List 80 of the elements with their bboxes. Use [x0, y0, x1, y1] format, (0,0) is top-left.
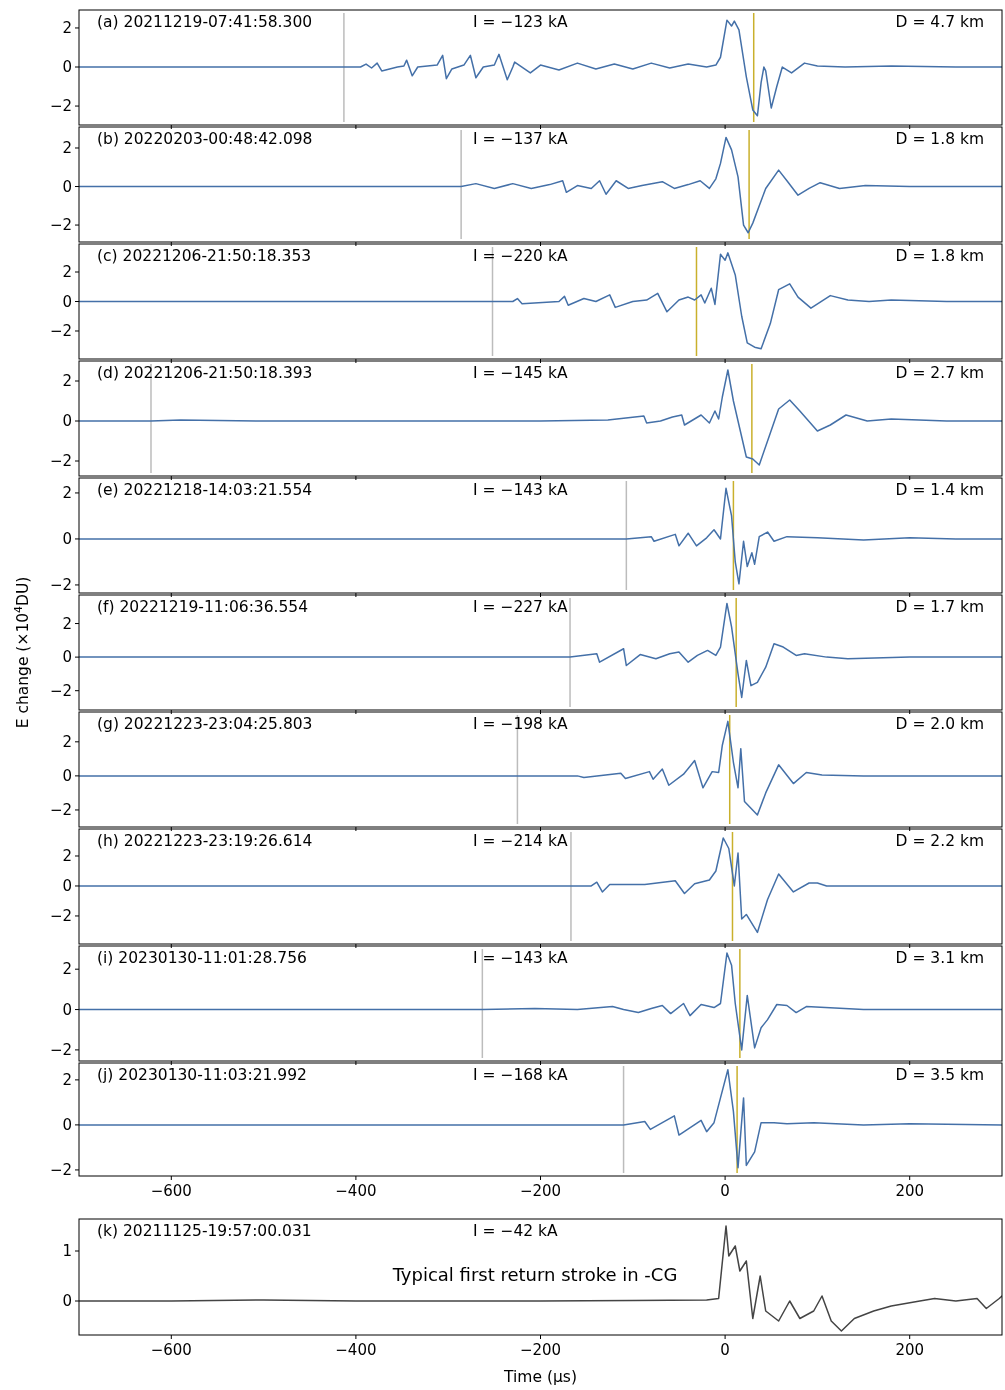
line-series [79, 1069, 1002, 1169]
annotation: (d) 20221206-21:50:18.393 [97, 364, 313, 382]
annotation: I = −123 kA [473, 13, 568, 31]
text: Typical first return stroke in -CG [391, 1264, 678, 1285]
annotation: D = 4.7 km [895, 13, 984, 31]
y-tick-label: −2 [49, 1161, 72, 1180]
y-tick-label: 2 [62, 733, 72, 752]
annotation: D = 1.7 km [895, 598, 984, 616]
x-tick-label: 200 [895, 1182, 925, 1200]
y-tick-label: −2 [49, 801, 72, 820]
y-tick-label: −2 [49, 681, 72, 700]
line-series [79, 602, 1002, 699]
annotation: (a) 20211219-07:41:58.300 [97, 13, 313, 31]
annotation: (b) 20220203-00:48:42.098 [97, 130, 313, 148]
annotation: I = −198 kA [473, 715, 568, 733]
line-series [79, 952, 1002, 1051]
annotation: (k) 20211125-19:57:00.031 [97, 1222, 312, 1240]
y-tick-label: 0 [62, 648, 72, 667]
y-tick-label: 0 [62, 292, 72, 311]
annotation: D = 2.0 km [895, 715, 984, 733]
annotation: I = −143 kA [473, 481, 568, 499]
y-tick-label: −2 [49, 576, 72, 595]
y-tick-label: −2 [49, 216, 72, 235]
annotation: (e) 20221218-14:03:21.554 [97, 481, 313, 499]
line-series [79, 1225, 1002, 1332]
annotation: D = 1.8 km [895, 130, 984, 148]
annotation: D = 1.4 km [895, 481, 984, 499]
annotation: (g) 20221223-23:04:25.803 [97, 715, 313, 733]
y-tick-label: 0 [62, 58, 72, 77]
y-tick-label: −2 [49, 907, 72, 926]
y-tick-label: −2 [49, 97, 72, 116]
annotation: D = 2.7 km [895, 364, 984, 382]
annotation: I = −137 kA [473, 130, 568, 148]
annotation: I = −214 kA [473, 832, 568, 850]
annotation: I = −220 kA [473, 247, 568, 265]
x-axis-title: Time (μs) [503, 1368, 577, 1386]
annotation: D = 1.8 km [895, 247, 984, 265]
x-tick-label: −200 [519, 1182, 562, 1200]
y-tick-label: 0 [62, 877, 72, 896]
x-tick-label: −600 [150, 1341, 192, 1359]
x-tick-label: −200 [519, 1341, 562, 1359]
annotation: (c) 20221206-21:50:18.353 [97, 247, 312, 265]
y-tick-label: 0 [62, 1292, 72, 1311]
y-tick-label: 2 [62, 139, 72, 158]
y-tick-label: 0 [62, 177, 72, 196]
x-tick-label: 0 [720, 1182, 730, 1200]
annotation: (f) 20221219-11:06:36.554 [97, 598, 309, 616]
annotation: I = −42 kA [473, 1222, 559, 1240]
annotation: I = −145 kA [473, 364, 568, 382]
y-tick-label: 2 [62, 614, 72, 633]
annotation: D = 3.1 km [895, 949, 984, 967]
y-tick-label: 2 [62, 484, 72, 503]
annotation: (i) 20230130-11:01:28.756 [97, 949, 307, 967]
annotation: I = −227 kA [473, 598, 568, 616]
y-tick-label: −2 [49, 322, 72, 341]
annotation: I = −143 kA [473, 949, 568, 967]
y-tick-label: 0 [62, 767, 72, 786]
x-tick-label: 0 [720, 1341, 730, 1359]
annotation: D = 3.5 km [895, 1066, 984, 1084]
x-tick-label: −400 [335, 1182, 377, 1200]
y-tick-label: 1 [62, 1242, 72, 1261]
annotation: D = 2.2 km [895, 832, 984, 850]
y-tick-label: 2 [62, 19, 72, 38]
y-tick-label: 2 [62, 847, 72, 866]
y-tick-label: 0 [62, 1000, 72, 1019]
x-tick-label: −400 [335, 1341, 377, 1359]
y-tick-label: −2 [49, 452, 72, 471]
y-tick-label: 2 [62, 1071, 72, 1090]
y-tick-label: 2 [62, 372, 72, 391]
y-tick-label: 0 [62, 530, 72, 549]
y-tick-label: 2 [62, 960, 72, 979]
annotation: (j) 20230130-11:03:21.992 [97, 1066, 307, 1084]
y-tick-label: 2 [62, 263, 72, 282]
y-tick-label: 0 [62, 1116, 72, 1135]
x-tick-label: 200 [895, 1341, 925, 1359]
annotation: (h) 20221223-23:19:26.614 [97, 832, 313, 850]
x-tick-label: −600 [150, 1182, 192, 1200]
y-tick-label: 0 [62, 412, 72, 431]
annotation: I = −168 kA [473, 1066, 568, 1084]
y-tick-label: −2 [49, 1041, 72, 1060]
